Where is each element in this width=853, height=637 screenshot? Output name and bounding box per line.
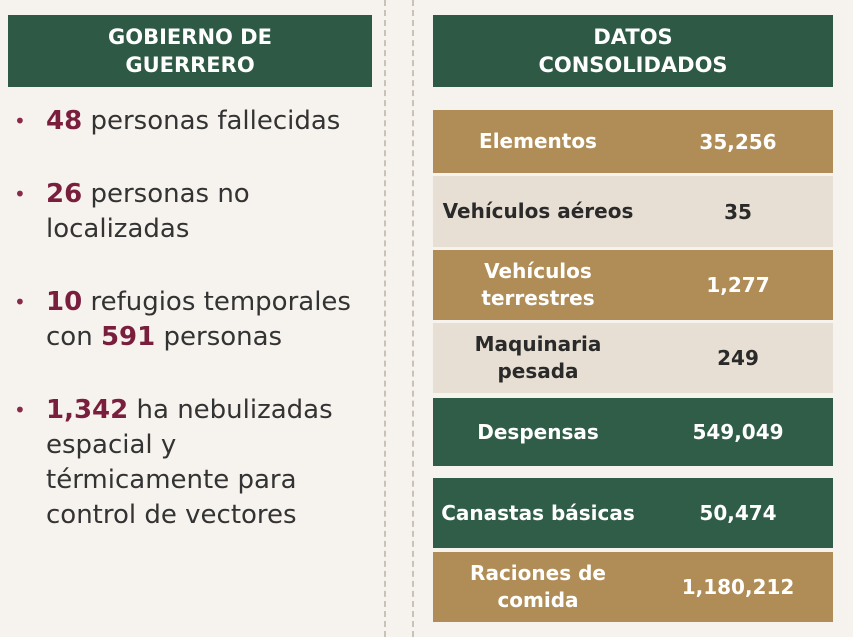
bullet-list: 48 personas fallecidas 26 personas no loc… xyxy=(14,104,364,571)
bullet-item: 10 refugios temporales con 591 personas xyxy=(14,285,364,355)
bullet-item: 26 personas no localizadas xyxy=(14,177,364,247)
bullet-text: personas fallecidas xyxy=(82,106,341,136)
highlight-number: 26 xyxy=(46,179,83,209)
table-row: Despensas 549,049 xyxy=(433,398,833,466)
row-label: Despensas xyxy=(477,419,599,444)
table-row: Canastas básicas 50,474 xyxy=(433,478,833,548)
row-value: 35 xyxy=(724,199,752,224)
row-label: Elementos xyxy=(479,129,597,153)
table-row: Vehículos aéreos 35 xyxy=(433,176,833,247)
highlight-number: 591 xyxy=(100,322,156,352)
bullet-text: ha nebulizadas espacial y térmicamente p… xyxy=(46,395,333,530)
bullet-text: personas xyxy=(155,322,283,352)
row-value: 1,277 xyxy=(706,273,770,297)
row-value: 1,180,212 xyxy=(681,575,795,599)
row-label: Raciones de comida xyxy=(470,561,606,612)
row-value: 35,256 xyxy=(699,129,777,154)
table-row: Vehículos terrestres 1,277 xyxy=(433,250,833,320)
highlight-number: 10 xyxy=(46,287,83,317)
row-label: Vehículos aéreos xyxy=(442,199,634,223)
title-text: DATOS CONSOLIDADOS xyxy=(538,25,728,77)
highlight-number: 1,342 xyxy=(46,395,129,425)
table-row: Raciones de comida 1,180,212 xyxy=(433,552,833,622)
divider xyxy=(384,0,386,637)
row-value: 549,049 xyxy=(692,420,784,444)
highlight-number: 48 xyxy=(46,106,83,136)
row-value: 249 xyxy=(717,346,759,370)
bullet-item: 48 personas fallecidas xyxy=(14,104,364,139)
row-label: Vehículos terrestres xyxy=(481,259,595,310)
right-title: DATOS CONSOLIDADOS xyxy=(433,15,833,87)
bullet-item: 1,342 ha nebulizadas espacial y térmicam… xyxy=(14,393,364,533)
bullet-text: refugios temporales con xyxy=(46,287,351,352)
row-value: 50,474 xyxy=(699,501,777,525)
table-row: Elementos 35,256 xyxy=(433,110,833,173)
bullet-text: personas no localizadas xyxy=(46,179,250,244)
row-label: Canastas básicas xyxy=(441,500,635,525)
left-title: GOBIERNO DE GUERRERO xyxy=(8,15,372,87)
table-row: Maquinaria pesada 249 xyxy=(433,323,833,393)
title-text: GOBIERNO DE GUERRERO xyxy=(108,25,272,77)
divider xyxy=(412,0,414,637)
row-label: Maquinaria pesada xyxy=(474,332,602,383)
